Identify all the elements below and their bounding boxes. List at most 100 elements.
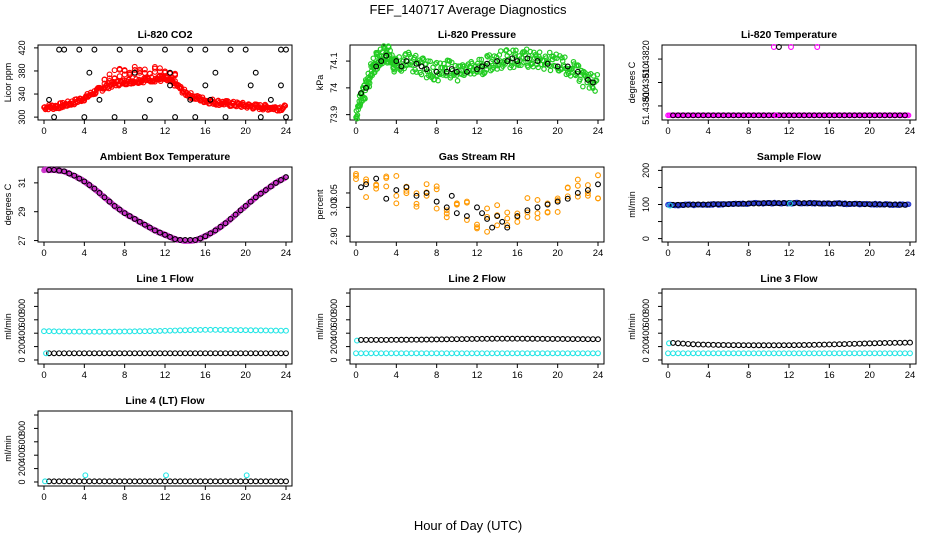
data-point <box>534 350 541 357</box>
data-point <box>243 472 250 479</box>
data-point <box>403 336 410 343</box>
data-point <box>584 182 591 189</box>
data-point <box>81 114 88 121</box>
panel-4: Ambient Box Temperature degrees C 0 4 8 12 16 2… <box>3 151 293 259</box>
data-point <box>574 190 581 196</box>
y-tick-label: 51.43820 <box>641 40 651 78</box>
data-point <box>453 201 460 208</box>
data-point <box>423 336 430 343</box>
data-point <box>564 350 571 357</box>
data-point <box>111 478 118 485</box>
data-point <box>101 478 108 485</box>
data-point <box>710 350 717 357</box>
data-point <box>590 79 596 86</box>
data-point <box>448 66 455 73</box>
data-point <box>227 327 234 333</box>
data-point <box>151 227 158 234</box>
data-point <box>207 96 214 103</box>
data-point <box>458 336 465 343</box>
x-tick-label: 8 <box>746 126 751 137</box>
y-tick-label: 0 <box>641 357 651 362</box>
data-point <box>192 350 199 357</box>
data-point <box>408 336 415 343</box>
data-point <box>76 175 83 182</box>
data-point <box>368 350 375 357</box>
data-point <box>831 341 838 348</box>
data-point <box>534 214 541 221</box>
data-point <box>861 340 868 347</box>
data-point <box>354 115 360 122</box>
data-point <box>735 350 742 357</box>
data-point <box>121 350 128 357</box>
data-point <box>791 342 797 349</box>
data-point <box>513 47 519 54</box>
y-axis-label: ml/min <box>627 313 637 340</box>
x-tick-label: 24 <box>281 126 292 137</box>
data-point <box>725 342 732 348</box>
data-point <box>192 114 199 121</box>
data-point <box>775 44 782 50</box>
data-point <box>484 335 491 342</box>
data-point <box>131 328 138 335</box>
data-point <box>81 178 88 185</box>
data-point <box>257 190 264 197</box>
data-point <box>237 207 244 214</box>
data-point <box>775 342 782 349</box>
x-tick-label: 16 <box>200 370 211 381</box>
data-point <box>469 350 475 357</box>
data-point <box>126 350 133 357</box>
data-point <box>474 350 480 357</box>
data-point <box>826 350 833 357</box>
x-tick-label: 24 <box>281 492 292 503</box>
data-point <box>494 335 501 342</box>
x-tick-label: 12 <box>160 370 171 381</box>
data-point <box>197 350 204 357</box>
data-point <box>740 342 747 349</box>
x-tick-label: 4 <box>394 126 399 137</box>
x-tick-label: 24 <box>593 126 604 137</box>
data-point <box>443 214 450 221</box>
data-point <box>162 46 168 53</box>
data-point <box>489 335 496 342</box>
data-point <box>66 350 73 357</box>
data-point <box>363 194 370 201</box>
x-tick-label: 0 <box>353 126 358 137</box>
data-point <box>237 327 244 334</box>
data-point <box>482 69 488 76</box>
data-point <box>403 190 410 197</box>
data-point <box>131 69 138 76</box>
data-point <box>257 350 264 357</box>
data-point <box>391 66 398 73</box>
x-tick-label: 20 <box>864 126 875 137</box>
x-tick-label: 4 <box>82 248 87 259</box>
data-point <box>787 200 793 207</box>
y-tick-label: 200 <box>641 339 651 354</box>
data-point <box>146 328 153 335</box>
data-point <box>423 181 430 188</box>
data-point <box>905 112 912 119</box>
data-point <box>418 350 425 357</box>
x-tick-label: 24 <box>905 126 916 137</box>
x-tick-label: 12 <box>160 492 171 503</box>
data-point <box>667 202 673 209</box>
data-point <box>524 195 531 201</box>
data-point <box>509 350 516 357</box>
y-tick-label: 800 <box>17 421 27 436</box>
y-tick-label: 2.90 <box>329 227 339 245</box>
data-point <box>469 336 475 342</box>
data-point <box>666 340 672 347</box>
data-point <box>452 62 459 69</box>
data-point <box>831 350 838 357</box>
x-tick-label: 0 <box>41 248 46 259</box>
data-point <box>393 58 400 65</box>
data-point <box>182 327 189 334</box>
x-tick-label: 16 <box>512 248 523 259</box>
data-point <box>575 63 582 69</box>
data-point <box>41 328 47 335</box>
data-point <box>760 342 767 349</box>
data-point <box>574 68 581 75</box>
data-point <box>167 478 173 485</box>
data-point <box>700 341 707 348</box>
data-point <box>902 350 908 357</box>
data-point <box>116 46 123 53</box>
